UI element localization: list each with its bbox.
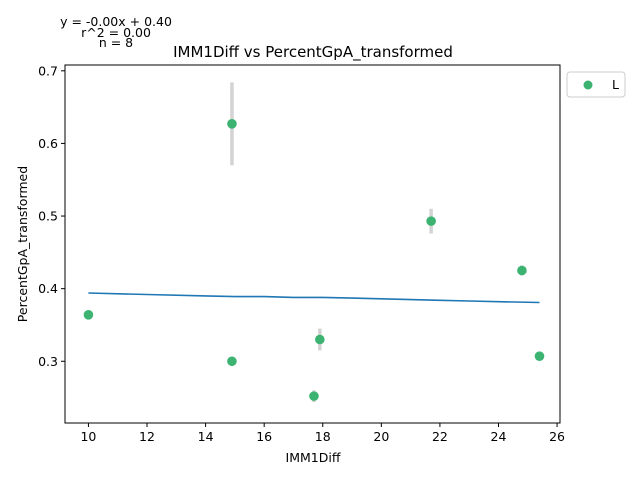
x-tick-label: 14: [198, 429, 214, 444]
x-tick-label: 10: [80, 429, 96, 444]
chart-title: IMM1Diff vs PercentGpA_transformed: [173, 43, 453, 62]
error-bars: [230, 82, 524, 402]
x-tick-label: 20: [373, 429, 389, 444]
x-axis-ticks: 10 12 14 16 18 20 22 24 26: [80, 423, 565, 444]
y-tick-label: 0.6: [38, 136, 58, 151]
x-tick-label: 22: [432, 429, 448, 444]
regression-line: [88, 292, 540, 304]
legend-box: [566, 71, 626, 98]
x-axis-label: IMM1Diff: [286, 450, 341, 465]
equation-annotation: y = -0.00x + 0.40: [60, 14, 172, 29]
y-axis-ticks: 0.3 0.4 0.5 0.6 0.7: [38, 63, 65, 369]
data-point: [227, 119, 237, 129]
x-tick-label: 16: [256, 429, 272, 444]
data-point: [227, 356, 237, 367]
legend-marker: [583, 80, 593, 90]
x-tick-label: 18: [315, 429, 331, 444]
data-point: [426, 216, 436, 226]
data-points: [83, 119, 545, 401]
data-point: [517, 265, 527, 276]
y-tick-label: 0.3: [38, 354, 58, 369]
data-point: [534, 351, 545, 361]
n-annotation: n = 8: [99, 35, 133, 50]
plot-frame: [64, 64, 561, 424]
data-point: [315, 334, 325, 345]
y-tick-label: 0.5: [38, 209, 58, 224]
y-tick-label: 0.7: [38, 63, 58, 78]
legend: L: [566, 71, 626, 98]
y-axis-label: PercentGpA_transformed: [15, 166, 30, 322]
fit-line-group: [88, 292, 540, 304]
x-tick-label: 12: [139, 429, 155, 444]
x-tick-label: 24: [491, 429, 507, 444]
data-point: [83, 310, 94, 320]
legend-label: L: [612, 77, 619, 92]
x-tick-label: 26: [549, 429, 565, 444]
r-squared-annotation: r^2 = 0.00: [81, 25, 151, 40]
data-point: [309, 391, 319, 401]
y-tick-label: 0.4: [38, 281, 58, 296]
